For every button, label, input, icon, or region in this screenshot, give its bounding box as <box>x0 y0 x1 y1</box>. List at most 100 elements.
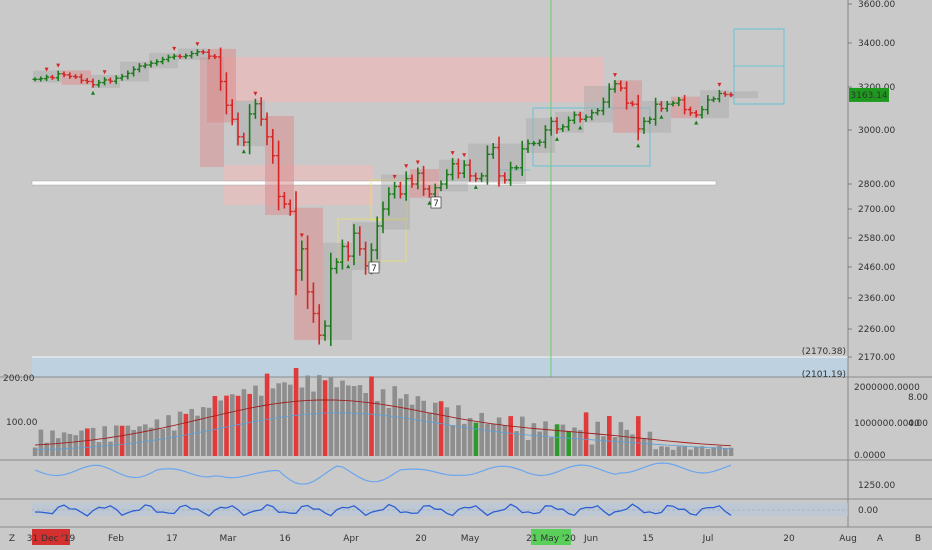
price-bar[interactable] <box>380 201 386 234</box>
price-bar[interactable] <box>154 59 160 66</box>
price-bar[interactable] <box>537 139 543 147</box>
price-bar[interactable] <box>351 224 357 266</box>
price-bar[interactable] <box>49 74 55 80</box>
price-bar[interactable] <box>345 241 351 262</box>
price-bar[interactable] <box>542 125 548 149</box>
price-bar[interactable] <box>432 183 438 199</box>
price-bar[interactable] <box>415 167 421 190</box>
price-bar[interactable] <box>229 99 235 126</box>
price-bar[interactable] <box>223 72 229 115</box>
price-bar[interactable] <box>618 80 624 92</box>
price-bar[interactable] <box>247 104 253 155</box>
indicator-pane-1[interactable] <box>34 462 732 485</box>
price-bar[interactable] <box>606 83 612 108</box>
price-bar[interactable] <box>125 70 131 80</box>
price-bar[interactable] <box>32 77 38 82</box>
price-bar[interactable] <box>438 180 444 192</box>
price-bar[interactable] <box>194 49 200 57</box>
price-bar[interactable] <box>658 100 664 112</box>
price-bar[interactable] <box>676 96 682 107</box>
price-bar[interactable] <box>189 50 195 59</box>
price-bar[interactable] <box>334 258 340 274</box>
price-bar[interactable] <box>595 108 601 116</box>
price-bar[interactable] <box>119 73 125 81</box>
price-bar[interactable] <box>171 53 177 60</box>
price-bar[interactable] <box>270 128 276 164</box>
price-bar[interactable] <box>682 95 688 115</box>
volume-pane[interactable] <box>32 367 734 456</box>
price-bar[interactable] <box>548 116 554 136</box>
price-bar[interactable] <box>212 54 218 60</box>
price-bar[interactable] <box>566 116 572 131</box>
price-bar[interactable] <box>90 78 96 88</box>
price-bar[interactable] <box>322 320 328 341</box>
price-bar[interactable] <box>461 160 467 179</box>
price-bar[interactable] <box>479 172 485 182</box>
price-axis[interactable]: 3600.003400.003200.003000.002800.002700.… <box>3 0 928 516</box>
price-bar[interactable] <box>397 181 403 199</box>
price-bar[interactable] <box>426 185 432 198</box>
price-bar[interactable] <box>160 56 166 65</box>
price-bar[interactable] <box>403 171 409 201</box>
price-bar[interactable] <box>316 304 322 345</box>
price-bar[interactable] <box>571 111 577 124</box>
price-bar[interactable] <box>612 80 618 93</box>
indicator-pane-2[interactable] <box>32 503 848 517</box>
price-bar[interactable] <box>61 71 67 78</box>
price-bar[interactable] <box>73 74 79 79</box>
price-bar[interactable] <box>44 74 50 82</box>
price-bar[interactable] <box>183 53 189 59</box>
price-bar[interactable] <box>218 47 224 91</box>
price-bar[interactable] <box>252 98 258 119</box>
price-bar[interactable] <box>136 63 142 73</box>
price-bar[interactable] <box>84 78 90 84</box>
price-bar[interactable] <box>305 235 311 310</box>
price-bar[interactable] <box>421 165 427 196</box>
price-bar[interactable] <box>264 112 270 146</box>
price-bar[interactable] <box>165 54 171 63</box>
price-bar[interactable] <box>722 91 728 97</box>
price-bar[interactable] <box>496 136 502 187</box>
price-bar[interactable] <box>450 158 456 181</box>
price-bar[interactable] <box>513 165 519 171</box>
price-bar[interactable] <box>670 100 676 107</box>
price-bar[interactable] <box>711 96 717 103</box>
price-bar[interactable] <box>589 109 595 121</box>
price-pane[interactable]: 77 <box>32 42 759 346</box>
price-bar[interactable] <box>281 192 287 209</box>
price-bar[interactable] <box>177 54 183 59</box>
price-bar[interactable] <box>519 140 525 176</box>
price-bar[interactable] <box>583 114 589 122</box>
price-bar[interactable] <box>525 139 531 153</box>
price-bar[interactable] <box>142 62 148 69</box>
price-bar[interactable] <box>339 239 345 270</box>
price-bar[interactable] <box>363 241 369 275</box>
price-bar[interactable] <box>113 75 119 85</box>
price-bar[interactable] <box>131 66 137 77</box>
price-bar[interactable] <box>200 49 206 55</box>
price-bar[interactable] <box>299 240 305 281</box>
price-bar[interactable] <box>554 117 560 134</box>
price-bar[interactable] <box>374 216 380 260</box>
price-bar[interactable] <box>664 100 670 112</box>
price-bar[interactable] <box>641 117 647 134</box>
price-bar[interactable] <box>502 172 508 184</box>
price-bar[interactable] <box>392 181 398 199</box>
price-bar[interactable] <box>473 172 479 182</box>
price-bar[interactable] <box>357 226 363 256</box>
price-bar[interactable] <box>693 110 699 118</box>
price-bar[interactable] <box>716 89 722 103</box>
price-bar[interactable] <box>600 97 606 116</box>
price-bar[interactable] <box>235 112 241 146</box>
price-bar[interactable] <box>258 97 264 126</box>
price-bar[interactable] <box>55 70 61 81</box>
price-bar[interactable] <box>241 132 247 147</box>
price-bar[interactable] <box>705 95 711 115</box>
price-bar[interactable] <box>328 252 334 346</box>
price-bar[interactable] <box>276 140 282 211</box>
price-bar[interactable] <box>699 106 705 119</box>
price-bar[interactable] <box>508 161 514 186</box>
price-bar[interactable] <box>647 116 653 124</box>
price-bar[interactable] <box>490 143 496 159</box>
